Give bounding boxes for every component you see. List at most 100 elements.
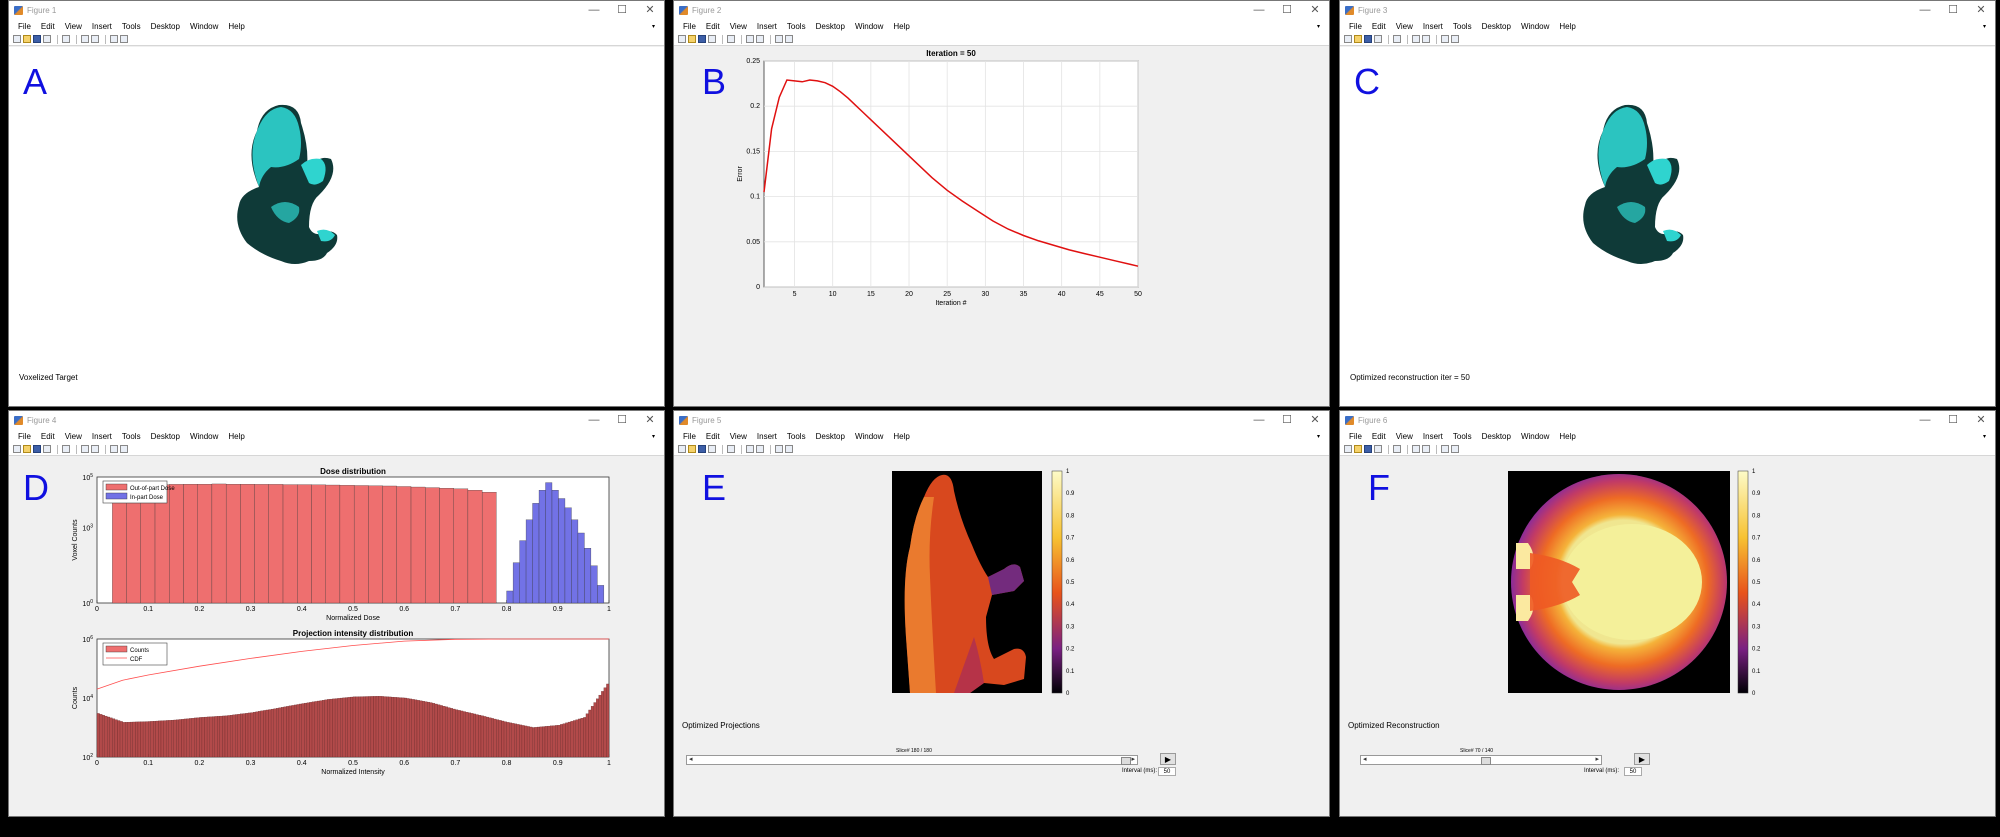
open-file-icon[interactable]	[688, 445, 696, 453]
property-inspector-icon[interactable]	[785, 445, 793, 453]
legend-icon[interactable]	[756, 445, 764, 453]
menu-window[interactable]: Window	[854, 21, 884, 31]
maximize-icon[interactable]: ☐	[1282, 414, 1292, 426]
new-figure-icon[interactable]	[13, 445, 21, 453]
print-icon[interactable]	[1374, 445, 1382, 453]
menu-view[interactable]: View	[729, 431, 747, 441]
new-figure-icon[interactable]	[13, 35, 21, 43]
slider-right-arrow-icon[interactable]: ▸	[1131, 756, 1135, 763]
close-icon[interactable]: ✕	[1310, 4, 1320, 16]
print-icon[interactable]	[708, 35, 716, 43]
maximize-icon[interactable]: ☐	[1948, 4, 1958, 16]
print-icon[interactable]	[1374, 35, 1382, 43]
menu-edit[interactable]: Edit	[705, 21, 720, 31]
menu-window[interactable]: Window	[189, 431, 219, 441]
menu-tools[interactable]: Tools	[786, 431, 806, 441]
menu-tools[interactable]: Tools	[121, 21, 141, 31]
menu-overflow-icon[interactable]: ▾	[651, 23, 655, 30]
minimize-icon[interactable]: —	[588, 414, 600, 426]
menu-edit[interactable]: Edit	[1371, 431, 1386, 441]
menu-file[interactable]: File	[683, 431, 696, 441]
menu-insert[interactable]: Insert	[91, 21, 112, 31]
menu-view[interactable]: View	[64, 431, 82, 441]
close-icon[interactable]: ✕	[1976, 414, 1986, 426]
menu-tools[interactable]: Tools	[786, 21, 806, 31]
menu-view[interactable]: View	[729, 21, 747, 31]
menu-help[interactable]: Help	[1559, 21, 1576, 31]
property-inspector-icon[interactable]	[120, 445, 128, 453]
menu-file[interactable]: File	[18, 431, 31, 441]
print-icon[interactable]	[43, 445, 51, 453]
colorbar-icon[interactable]	[81, 445, 89, 453]
save-icon[interactable]	[698, 445, 706, 453]
menu-file[interactable]: File	[1349, 431, 1362, 441]
open-file-icon[interactable]	[688, 35, 696, 43]
menu-edit[interactable]: Edit	[40, 431, 55, 441]
print-icon[interactable]	[708, 445, 716, 453]
property-inspector-icon[interactable]	[120, 35, 128, 43]
close-icon[interactable]: ✕	[1976, 4, 1986, 16]
menu-overflow-icon[interactable]: ▾	[1316, 23, 1320, 30]
menu-overflow-icon[interactable]: ▾	[651, 433, 655, 440]
menu-file[interactable]: File	[683, 21, 696, 31]
slice-slider[interactable]: ◂ ▸	[686, 755, 1138, 765]
minimize-icon[interactable]: —	[1919, 414, 1931, 426]
colorbar-icon[interactable]	[81, 35, 89, 43]
property-inspector-icon[interactable]	[785, 35, 793, 43]
slider-thumb[interactable]	[1481, 757, 1491, 765]
menu-insert[interactable]: Insert	[91, 431, 112, 441]
menu-help[interactable]: Help	[228, 21, 245, 31]
menu-view[interactable]: View	[1395, 431, 1413, 441]
legend-icon[interactable]	[91, 35, 99, 43]
interval-input[interactable]: 50	[1158, 767, 1176, 776]
menu-tools[interactable]: Tools	[1452, 431, 1472, 441]
play-button[interactable]: ▶	[1160, 753, 1176, 765]
menu-overflow-icon[interactable]: ▾	[1982, 23, 1986, 30]
slider-thumb[interactable]	[1121, 757, 1131, 765]
maximize-icon[interactable]: ☐	[1948, 414, 1958, 426]
maximize-icon[interactable]: ☐	[1282, 4, 1292, 16]
menu-insert[interactable]: Insert	[1422, 431, 1443, 441]
link-plot-icon[interactable]	[727, 445, 735, 453]
save-icon[interactable]	[698, 35, 706, 43]
menu-edit[interactable]: Edit	[1371, 21, 1386, 31]
slider-right-arrow-icon[interactable]: ▸	[1595, 756, 1599, 763]
colorbar-icon[interactable]	[1412, 35, 1420, 43]
minimize-icon[interactable]: —	[1253, 414, 1265, 426]
print-icon[interactable]	[43, 35, 51, 43]
save-icon[interactable]	[33, 35, 41, 43]
menu-edit[interactable]: Edit	[705, 431, 720, 441]
close-icon[interactable]: ✕	[645, 414, 655, 426]
menu-overflow-icon[interactable]: ▾	[1316, 433, 1320, 440]
menu-desktop[interactable]: Desktop	[1481, 21, 1511, 31]
interval-input[interactable]: 50	[1624, 767, 1642, 776]
play-button[interactable]: ▶	[1634, 753, 1650, 765]
save-icon[interactable]	[1364, 445, 1372, 453]
new-figure-icon[interactable]	[1344, 35, 1352, 43]
open-file-icon[interactable]	[1354, 445, 1362, 453]
menu-desktop[interactable]: Desktop	[815, 431, 845, 441]
close-icon[interactable]: ✕	[645, 4, 655, 16]
maximize-icon[interactable]: ☐	[617, 414, 627, 426]
legend-icon[interactable]	[1422, 445, 1430, 453]
slider-left-arrow-icon[interactable]: ◂	[1363, 756, 1367, 763]
save-icon[interactable]	[33, 445, 41, 453]
menu-tools[interactable]: Tools	[1452, 21, 1472, 31]
colorbar-icon[interactable]	[746, 445, 754, 453]
menu-insert[interactable]: Insert	[756, 21, 777, 31]
property-inspector-icon[interactable]	[1451, 445, 1459, 453]
legend-icon[interactable]	[756, 35, 764, 43]
menu-help[interactable]: Help	[1559, 431, 1576, 441]
menu-view[interactable]: View	[1395, 21, 1413, 31]
open-file-icon[interactable]	[23, 445, 31, 453]
edit-plot-icon[interactable]	[1441, 35, 1449, 43]
link-plot-icon[interactable]	[1393, 35, 1401, 43]
link-plot-icon[interactable]	[62, 445, 70, 453]
edit-plot-icon[interactable]	[110, 445, 118, 453]
edit-plot-icon[interactable]	[110, 35, 118, 43]
menu-desktop[interactable]: Desktop	[1481, 431, 1511, 441]
menu-window[interactable]: Window	[1520, 21, 1550, 31]
colorbar-icon[interactable]	[1412, 445, 1420, 453]
edit-plot-icon[interactable]	[775, 35, 783, 43]
new-figure-icon[interactable]	[678, 445, 686, 453]
